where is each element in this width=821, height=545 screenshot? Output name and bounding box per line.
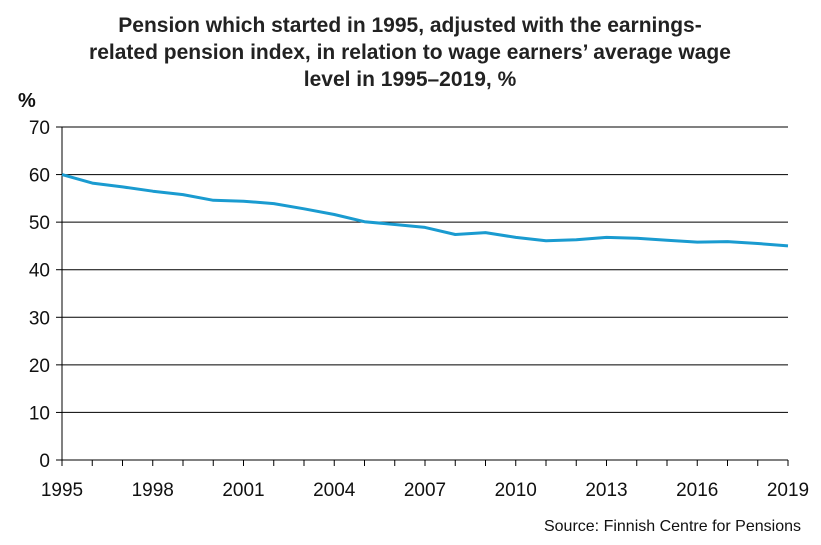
data-point [121, 185, 124, 188]
x-tick-label: 2016 [676, 480, 718, 501]
axes [56, 126, 789, 466]
data-point [575, 238, 578, 241]
gridlines [62, 126, 788, 413]
data-point [212, 199, 215, 202]
series-line [61, 173, 789, 248]
source-note: Source: Finnish Centre for Pensions [543, 518, 801, 535]
x-tick-label: 2019 [767, 480, 809, 501]
data-point [696, 241, 699, 244]
data-point [787, 244, 790, 247]
data-point [272, 202, 275, 205]
data-point [333, 213, 336, 216]
y-tick-labels: 0 10 20 30 40 50 60 70 [29, 118, 50, 472]
data-point [151, 190, 154, 193]
chart-title-line: related pension index, in relation to wa… [89, 41, 731, 64]
data-point [666, 239, 669, 242]
y-tick-label: 40 [29, 261, 50, 282]
data-point [363, 220, 366, 223]
data-point [756, 242, 759, 245]
y-tick-label: 10 [29, 403, 50, 424]
chart-title-line: level in 1995–2019, % [303, 68, 517, 91]
data-point [182, 193, 185, 196]
y-tick-label: 20 [29, 356, 50, 377]
x-tick-label: 2001 [222, 480, 264, 501]
data-point [393, 223, 396, 226]
series [61, 173, 790, 248]
x-tick-label: 1998 [132, 480, 174, 501]
data-point [303, 207, 306, 210]
chart-title: Pension which started in 1995, adjusted … [40, 12, 780, 93]
chart-title-line: Pension which started in 1995, adjusted … [118, 14, 702, 37]
data-point [514, 236, 517, 239]
data-point [605, 236, 608, 239]
y-tick-label: 70 [29, 118, 50, 139]
y-axis-label: % [18, 90, 36, 112]
data-point [635, 237, 638, 240]
data-point [61, 173, 64, 176]
x-tick-label: 2007 [404, 480, 446, 501]
data-point [242, 200, 245, 203]
y-tick-label: 0 [39, 451, 50, 472]
y-tick-label: 50 [29, 213, 50, 234]
x-tick-labels: 1995 1998 2001 2004 2007 2010 2013 2016 2019 [41, 480, 809, 501]
x-tick-label: 1995 [41, 480, 83, 501]
x-tick-label: 2010 [495, 480, 537, 501]
y-tick-label: 30 [29, 308, 50, 329]
data-point [454, 233, 457, 236]
data-point [726, 240, 729, 243]
y-tick-label: 60 [29, 166, 50, 187]
x-tick-label: 2004 [313, 480, 356, 501]
data-point [424, 226, 427, 229]
data-point [545, 239, 548, 242]
data-point [484, 231, 487, 234]
data-point [91, 182, 94, 185]
x-tick-label: 2013 [585, 480, 627, 501]
